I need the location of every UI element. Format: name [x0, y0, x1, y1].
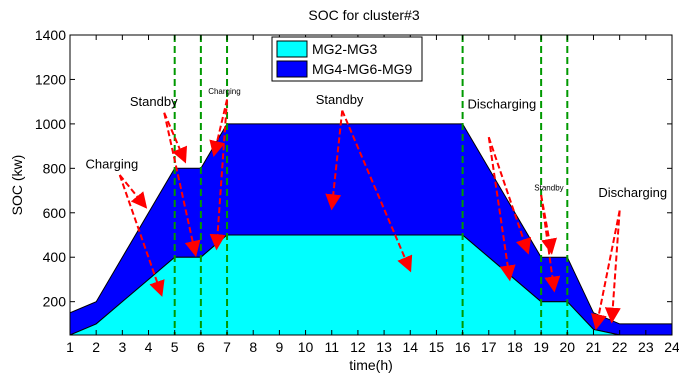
y-tick-label: 1400: [35, 27, 66, 43]
x-tick-label: 4: [145, 339, 153, 355]
areas-group: [70, 123, 672, 335]
y-tick-label: 400: [43, 249, 67, 265]
legend-swatch: [276, 40, 308, 58]
x-tick-label: 17: [481, 339, 497, 355]
x-tick-label: 9: [275, 339, 283, 355]
x-tick-label: 13: [376, 339, 392, 355]
x-tick-label: 18: [507, 339, 523, 355]
legend-entry: MG2-MG3: [312, 41, 378, 57]
axes-frame: [69, 34, 673, 336]
annotation-label: Standby: [316, 92, 364, 107]
x-tick-label: 15: [429, 339, 445, 355]
annotation-arrow: [341, 110, 413, 273]
annotation-arrow: [540, 194, 557, 255]
x-tick-label: 24: [664, 339, 679, 355]
annotation-arrow: [325, 110, 344, 211]
annotations-group: Charging Standby Charging Standby Dischargin…: [85, 87, 667, 331]
x-tick-label: 22: [612, 339, 628, 355]
annotation-arrow: [590, 210, 621, 331]
y-tick-label: 1200: [35, 71, 66, 87]
x-tick-label: 19: [533, 339, 549, 355]
annotation-arrow: [118, 174, 148, 209]
y-tick-label: 1000: [35, 116, 66, 132]
annotation-label: Standby: [130, 94, 178, 109]
annotation-label: Discharging: [468, 96, 537, 111]
annotation-arrow: [118, 174, 165, 297]
x-tick-label: 3: [118, 339, 126, 355]
x-tick-label: 1: [66, 339, 74, 355]
x-tick-label: 21: [586, 339, 602, 355]
x-tick-label: 16: [455, 339, 471, 355]
annotation-arrow: [209, 99, 229, 251]
legend-entry: MG4-MG6-MG9: [312, 61, 413, 77]
x-tick-label: 14: [402, 339, 418, 355]
y-axis-label: SOC (kw): [9, 155, 25, 216]
x-axis-label: time(h): [349, 357, 393, 373]
annotation-arrow: [487, 136, 532, 255]
annotation-label: Charging: [85, 156, 138, 171]
annotation-label: Charging: [208, 87, 240, 96]
plot-area: 1 2 3 4 5 6 7 8 9 10 11 12 13 14 15 16 17 18 19 20 21 22 23 242…: [35, 27, 679, 355]
annotation-arrow: [540, 194, 561, 293]
annotation-label: Discharging: [598, 185, 667, 200]
x-tick-label: 12: [350, 339, 366, 355]
x-tick-label: 23: [638, 339, 654, 355]
annotation-label: Standby: [534, 184, 563, 193]
annotation-arrow: [209, 99, 229, 157]
x-tick-label: 6: [197, 339, 205, 355]
x-tick-label: 8: [249, 339, 257, 355]
x-tick-label: 10: [298, 339, 314, 355]
x-tick-label: 5: [171, 339, 179, 355]
annotation-arrow: [604, 210, 621, 324]
y-tick-label: 200: [43, 294, 67, 310]
x-tick-label: 11: [324, 339, 339, 355]
x-tick-label: 2: [92, 339, 100, 355]
y-tick-label: 600: [43, 205, 67, 221]
chart-title: SOC for cluster#3: [308, 7, 419, 23]
x-tick-label: 20: [560, 339, 576, 355]
x-tick-label: 7: [223, 339, 231, 355]
legend: MG2-MG3 MG4-MG6-MG9: [271, 36, 423, 82]
annotation-arrow: [163, 112, 201, 257]
y-tick-label: 800: [43, 160, 67, 176]
annotation-arrow: [487, 137, 516, 282]
legend-swatch: [276, 60, 308, 78]
